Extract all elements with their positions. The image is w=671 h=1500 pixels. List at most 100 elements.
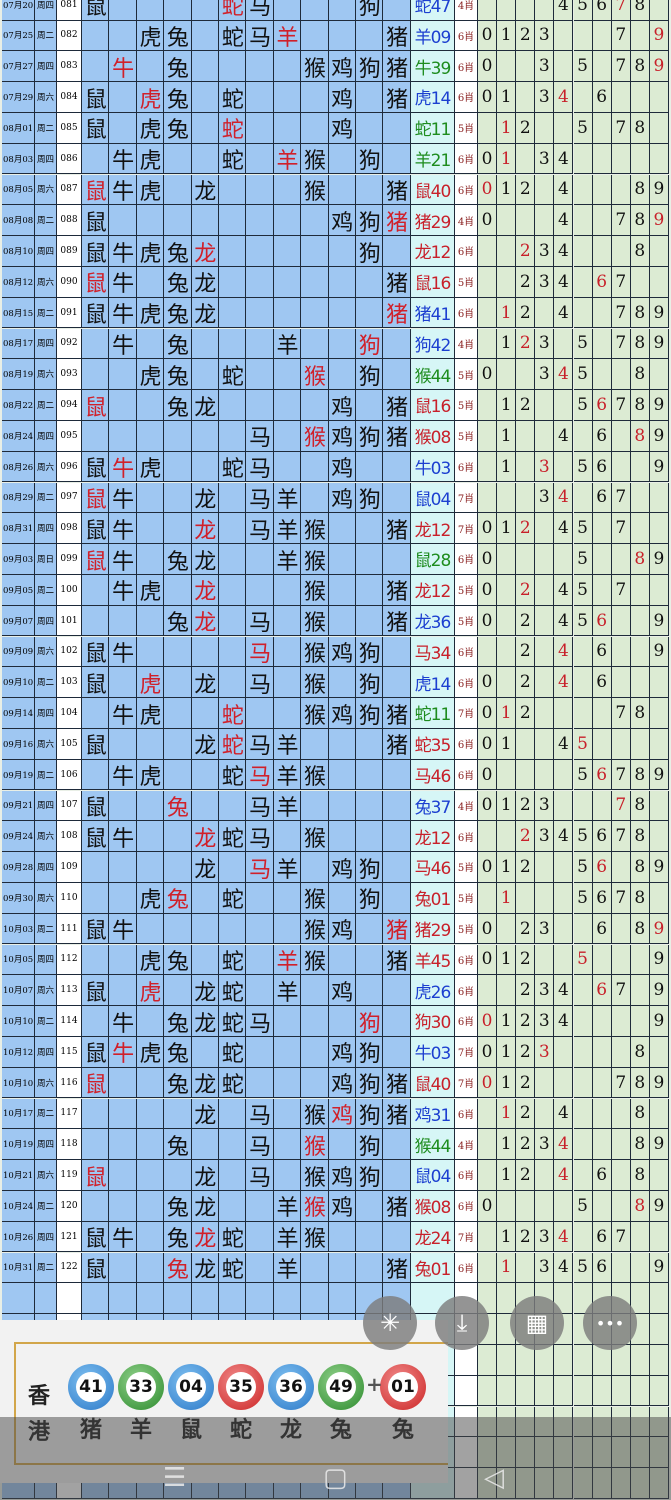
more-button[interactable]: ••• <box>583 1296 637 1350</box>
zodiac-marks: 虎兔蛇马羊猪 <box>82 21 411 52</box>
zodiac-marks: 牛兔猴鸡狗猪 <box>82 51 411 82</box>
zodiac-cell <box>383 390 411 421</box>
date-cell: 09月09 <box>2 636 35 668</box>
digit-cell <box>478 1129 498 1161</box>
sparkle-button[interactable]: ✳ <box>363 1296 417 1350</box>
zodiac-cell <box>356 174 384 206</box>
digit-cell: 7 <box>611 482 631 514</box>
result-cell: 牛03 <box>411 451 455 483</box>
zodiac-cell <box>328 544 356 575</box>
zodiac-cell <box>191 328 219 360</box>
digit-cell: 3 <box>535 451 555 483</box>
lottery-ball: 41 <box>68 1364 114 1410</box>
zodiac-cell <box>246 790 274 822</box>
digit-cell: 3 <box>535 1006 555 1037</box>
zodiac-cell <box>219 636 247 668</box>
zodiac-mark: 马 <box>249 25 272 51</box>
digit-cell <box>573 20 593 52</box>
zodiac-mark: 虎 <box>139 303 162 329</box>
digit-cell: 2 <box>516 1067 536 1099</box>
zodiac-marks: 鼠兔龙蛇鸡狗猪 <box>82 1068 411 1099</box>
zodiac-cell <box>383 605 411 637</box>
digit-cell: 4 <box>554 174 574 206</box>
zodiac-mark: 蛇 <box>221 87 244 113</box>
table-row: 10月03 周二 111 鼠牛猴鸡猪猪29 5肖 0 2 3 6 8 9 <box>2 913 669 945</box>
zodiac-cell <box>191 1036 219 1068</box>
home-icon[interactable]: ▢ <box>323 1463 348 1493</box>
zodiac-cell <box>273 1160 302 1191</box>
zodiac-mark: 马 <box>249 641 272 667</box>
digit-cell: 0 <box>478 1036 498 1068</box>
date-cell: 08月08 <box>2 205 35 237</box>
digit-cell <box>516 482 536 514</box>
zodiac-cell <box>383 1160 411 1191</box>
digit-cell: 9 <box>649 1129 669 1161</box>
date-cell: 10月21 <box>2 1160 35 1191</box>
digit-cell: 6 <box>592 821 612 853</box>
zodiac-marks: 兔龙羊猴鸡猪 <box>82 1191 411 1222</box>
zodiac-mark: 蛇 <box>221 949 244 975</box>
zodiac-mark: 牛 <box>112 703 135 729</box>
digit-cell: 8 <box>630 51 650 83</box>
zodiac-mark: 鸡 <box>331 857 354 883</box>
digit-cell <box>535 728 555 760</box>
zodiac-cell <box>164 1190 192 1222</box>
count-cell <box>455 1344 478 1376</box>
digit-cell <box>497 359 517 391</box>
zodiac-marks: 虎兔蛇猴狗 <box>82 883 411 914</box>
zodiac-mark: 羊 <box>276 795 299 821</box>
zodiac-cell <box>328 1221 356 1253</box>
digit-cell: 9 <box>649 174 669 206</box>
zodiac-mark: 蛇 <box>221 149 244 175</box>
zodiac-cell <box>328 1190 356 1222</box>
digit-cell <box>573 1221 593 1253</box>
zodiac-cell <box>136 112 165 144</box>
zodiac-mark: 猴 <box>303 1165 326 1191</box>
digit-cell <box>611 544 631 575</box>
ball-number: 35 <box>226 1372 256 1402</box>
date-cell: 10月07 <box>2 975 35 1007</box>
digit-cell <box>611 1098 631 1130</box>
zodiac-mark: 兔 <box>166 1196 189 1222</box>
zodiac-cell <box>273 1098 302 1130</box>
zodiac-mark: 狗 <box>358 210 381 236</box>
back-icon[interactable]: ◁ <box>484 1463 504 1493</box>
digit-cell: 4 <box>554 1160 574 1191</box>
weekday-cell: 周二 <box>35 1006 57 1037</box>
issue-number-cell: 089 <box>57 236 82 267</box>
digit-cell: 0 <box>478 790 498 822</box>
digit-cell <box>649 112 669 144</box>
date-cell: 10月19 <box>2 1129 35 1161</box>
digit-cell <box>573 297 593 329</box>
digit-cell: 0 <box>478 20 498 52</box>
zodiac-cell <box>82 390 110 421</box>
digit-cell: 5 <box>573 821 593 853</box>
zodiac-mark: 猴 <box>303 826 326 852</box>
zodiac-cell <box>219 913 247 945</box>
digit-cell: 2 <box>516 390 536 421</box>
weekday-cell: 周六 <box>35 636 57 668</box>
zodiac-marks: 鼠牛兔龙羊猴 <box>82 544 411 575</box>
zodiac-mark: 鼠 <box>84 179 107 205</box>
zodiac-cell <box>191 20 219 52</box>
digit-cell <box>592 205 612 237</box>
result-cell: 马46 <box>411 759 455 791</box>
zodiac-cell <box>82 1190 110 1222</box>
menu-icon[interactable]: ☰ <box>163 1463 187 1493</box>
digit-cell: 2 <box>516 790 536 822</box>
zodiac-cell <box>82 359 110 391</box>
table-row: 08月17 周四 092 牛兔羊狗狗42 4肖 1 2 3 5 7 8 9 <box>2 328 669 360</box>
weekday-cell: 周六 <box>35 359 57 391</box>
digit-cell <box>649 1160 669 1191</box>
zodiac-mark: 龙 <box>194 1227 217 1253</box>
digit-cell <box>554 1036 574 1068</box>
download-button[interactable]: ⤓ <box>435 1296 489 1350</box>
table-row: 08月26 周六 096 鼠牛虎蛇马鸡牛03 6肖 1 3 5 6 9 <box>2 451 669 483</box>
zodiac-cell <box>136 266 165 298</box>
zodiac-cell <box>328 297 356 329</box>
grid-button[interactable]: ▦ <box>510 1296 564 1350</box>
date-cell: 08月24 <box>2 420 35 452</box>
zodiac-cell <box>191 975 219 1007</box>
zodiac-cell <box>273 390 302 421</box>
zodiac-cell <box>164 451 192 483</box>
